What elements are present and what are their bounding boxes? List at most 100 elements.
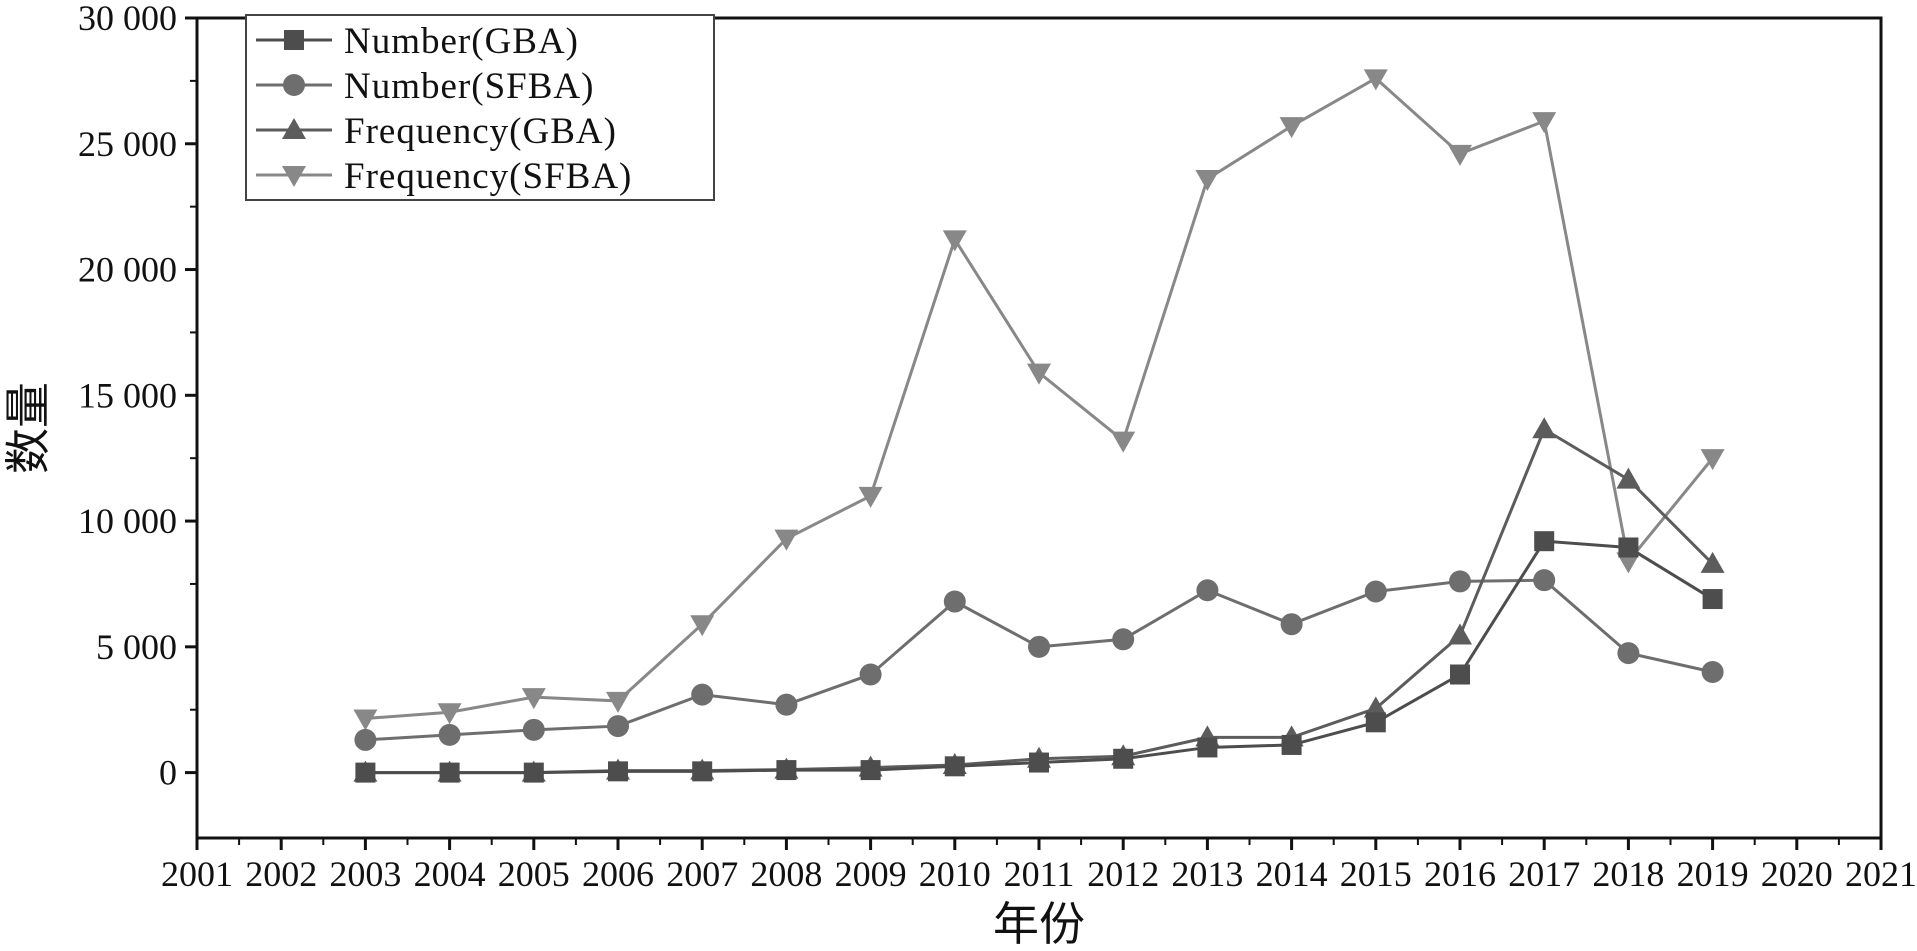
data-point	[775, 693, 798, 716]
data-point	[1112, 628, 1135, 651]
data-point	[354, 728, 377, 751]
data-point	[1449, 570, 1471, 593]
data-point	[1027, 363, 1051, 385]
data-point	[522, 718, 545, 741]
legend-label: Number(SFBA)	[344, 66, 594, 107]
y-tick-label: 25 000	[78, 124, 177, 164]
data-point	[1197, 737, 1218, 758]
y-tick-label: 20 000	[78, 250, 177, 290]
data-point	[1450, 664, 1470, 685]
data-point	[437, 703, 462, 725]
y-axis: 0 5 000 10 000 15 000 20 000 25 000 30 000	[78, 0, 197, 793]
data-point	[1281, 734, 1302, 755]
data-point	[690, 615, 715, 637]
data-point	[774, 529, 799, 551]
data-point	[858, 486, 883, 508]
x-tick-label: 2006	[582, 854, 654, 894]
y-tick-label: 5 000	[96, 627, 177, 667]
data-point	[1532, 112, 1557, 134]
y-tick-label: 0	[159, 753, 177, 793]
x-tick-label: 2018	[1592, 854, 1664, 894]
x-tick-label: 2010	[919, 854, 991, 894]
series-frequencygba	[353, 417, 1725, 782]
x-tick-label: 2020	[1761, 854, 1833, 894]
data-point	[776, 760, 797, 781]
data-point	[1280, 613, 1303, 636]
x-tick-label: 2013	[1171, 854, 1243, 894]
legend-label: Number(GBA)	[344, 21, 579, 62]
data-point	[1700, 551, 1725, 573]
legend-marker	[282, 118, 306, 139]
data-point	[944, 756, 965, 777]
data-point	[692, 761, 713, 782]
data-point	[1616, 467, 1641, 489]
y-tick-label: 30 000	[78, 0, 177, 38]
data-point	[439, 762, 460, 783]
series-numbergba	[355, 531, 1723, 783]
data-point	[1195, 169, 1220, 191]
legend-label: Frequency(GBA)	[344, 111, 617, 152]
legend-marker	[282, 166, 306, 187]
x-tick-label: 2011	[1004, 854, 1075, 894]
data-point	[355, 762, 376, 783]
data-point	[438, 723, 461, 746]
x-axis-title: 年份	[993, 897, 1085, 951]
data-point	[691, 683, 714, 706]
legend-box	[245, 14, 715, 201]
x-tick-label: 2021	[1845, 854, 1917, 894]
data-point	[1364, 580, 1387, 603]
y-tick-label: 15 000	[78, 375, 177, 415]
x-tick-label: 2001	[161, 854, 233, 894]
data-point	[1363, 69, 1388, 91]
legend-label: Frequency(SFBA)	[344, 156, 632, 197]
data-point	[859, 663, 882, 686]
x-axis: 2001 2002 2003 2004 2005 2006 2007 2008 2009 2010…	[161, 838, 1917, 894]
data-point	[1532, 417, 1557, 439]
series-numbersfba	[354, 569, 1724, 751]
data-point	[942, 230, 967, 252]
legend-marker	[283, 74, 305, 96]
x-tick-label: 2003	[329, 854, 401, 894]
data-point	[1448, 623, 1472, 645]
data-point	[608, 761, 628, 782]
x-tick-label: 2008	[750, 854, 822, 894]
data-point	[1365, 712, 1386, 733]
data-point	[1701, 660, 1724, 683]
data-point	[860, 760, 881, 781]
data-point	[1534, 531, 1555, 552]
x-tick-label: 2017	[1508, 854, 1580, 894]
data-point	[1363, 696, 1388, 718]
legend: Number(GBA)Number(SFBA)Frequency(GBA)Fre…	[245, 14, 715, 201]
data-point	[606, 691, 630, 713]
data-point	[1618, 537, 1639, 558]
data-point	[1700, 449, 1725, 471]
x-tick-label: 2014	[1256, 854, 1328, 894]
x-tick-label: 2019	[1677, 854, 1749, 894]
data-point	[521, 688, 546, 710]
series-frequencysfba	[353, 69, 1725, 731]
data-point	[1702, 589, 1723, 610]
legend-marker	[284, 30, 304, 50]
data-point	[1448, 144, 1472, 166]
x-tick-label: 2009	[835, 854, 907, 894]
data-point	[1029, 752, 1049, 773]
data-point	[1028, 635, 1050, 658]
series-line	[365, 427, 1714, 775]
series-layer	[353, 69, 1725, 783]
x-tick-label: 2007	[666, 854, 738, 894]
data-point	[607, 715, 629, 738]
x-tick-label: 2012	[1087, 854, 1159, 894]
x-tick-label: 2015	[1340, 854, 1412, 894]
data-point	[1533, 569, 1556, 592]
series-line	[365, 578, 1713, 742]
data-point	[523, 762, 544, 783]
y-axis-title: 数量	[1, 382, 55, 474]
x-tick-label: 2016	[1424, 854, 1496, 894]
data-point	[1111, 431, 1136, 453]
data-point	[1616, 552, 1641, 574]
data-point	[1617, 642, 1640, 665]
data-point	[1279, 117, 1304, 139]
x-tick-label: 2005	[498, 854, 570, 894]
data-point	[943, 590, 966, 613]
